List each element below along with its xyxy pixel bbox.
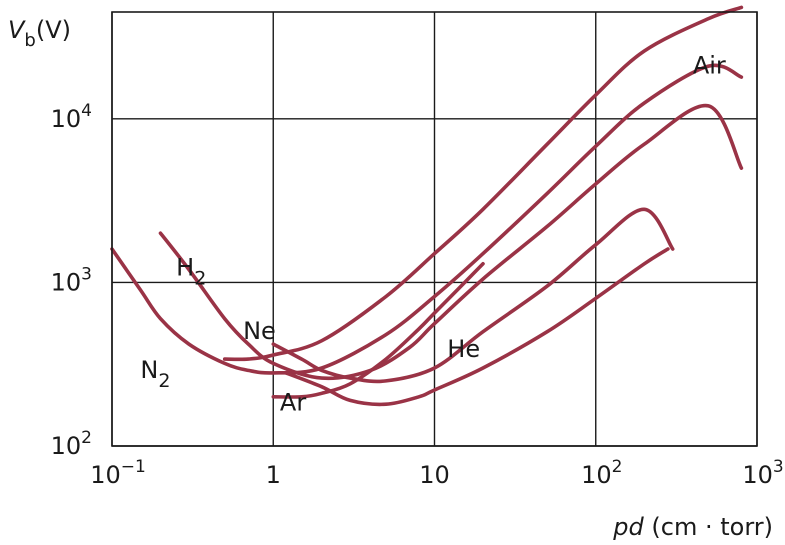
series-line-h2 — [158, 103, 744, 381]
y-axis-label-subscript: b — [24, 30, 35, 51]
series-label-air: Air — [693, 51, 726, 79]
y-tick-label-1: 103 — [51, 264, 92, 296]
y-axis-label: Vb(V) — [8, 16, 71, 51]
series-line-ne — [271, 207, 675, 384]
grid — [111, 12, 758, 447]
plot-frame — [111, 11, 758, 447]
y-axis-label-unit: (V) — [36, 16, 71, 44]
y-tick-label-0: 102 — [51, 428, 92, 460]
x-tick-label-1: 1 — [266, 461, 281, 489]
y-axis-label-base: V — [8, 16, 26, 44]
y-tick-label-2: 104 — [51, 101, 92, 133]
series-line-air — [222, 5, 744, 362]
x-tick-label-0: 10−1 — [90, 457, 146, 489]
series-label-h2: H2 — [176, 254, 206, 290]
x-tick-label-3: 102 — [581, 457, 622, 489]
x-tick-label-2: 10 — [419, 461, 450, 489]
series-lines — [110, 5, 744, 407]
series-line-ar — [271, 262, 485, 399]
series-label-he: He — [447, 335, 480, 363]
tick-labels: 10−1 1 10 102 103 102 103 104 — [51, 101, 784, 489]
series-label-ar: Ar — [280, 388, 306, 416]
series-label-n2: N2 — [140, 356, 170, 392]
series-label-ne: Ne — [243, 317, 276, 345]
series-labels: Air N2 H2 Ne Ar He — [140, 51, 726, 416]
x-tick-label-4: 103 — [742, 457, 783, 489]
x-axis-label-variable: pd — [612, 513, 644, 541]
x-axis-label: pd (cm · torr) — [612, 513, 773, 541]
x-axis-label-unit: (cm · torr) — [644, 513, 773, 541]
series-line-he — [284, 247, 670, 407]
series-line-n2 — [110, 63, 744, 375]
